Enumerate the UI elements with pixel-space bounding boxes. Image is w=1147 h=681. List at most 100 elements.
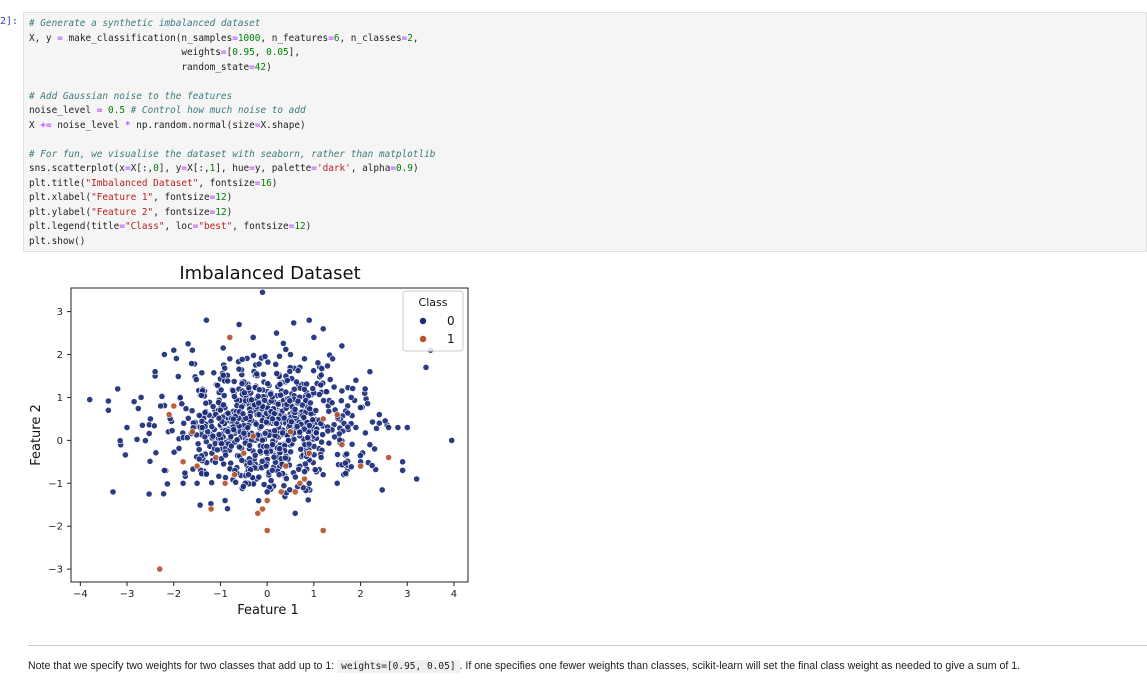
point-class-1 bbox=[221, 479, 229, 487]
point-class-0 bbox=[224, 409, 232, 417]
point-class-0 bbox=[214, 381, 221, 389]
point-class-0 bbox=[310, 367, 317, 375]
point-class-0 bbox=[176, 394, 184, 401]
point-class-0 bbox=[286, 368, 294, 375]
x-tick-label: −1 bbox=[213, 589, 228, 600]
point-class-0 bbox=[215, 431, 223, 438]
point-class-0 bbox=[277, 391, 284, 399]
code-line: random_state=42) bbox=[29, 61, 272, 73]
point-class-0 bbox=[245, 471, 252, 479]
point-class-0 bbox=[281, 454, 289, 462]
point-class-1 bbox=[193, 462, 201, 470]
code-line: plt.title("Imbalanced Dataset", fontsize… bbox=[29, 177, 278, 189]
point-class-1 bbox=[291, 488, 299, 496]
point-class-0 bbox=[275, 471, 283, 479]
point-class-0 bbox=[210, 369, 218, 377]
point-class-0 bbox=[201, 409, 209, 416]
point-class-0 bbox=[224, 505, 231, 513]
point-class-0 bbox=[222, 451, 229, 459]
code-line: plt.legend(title="Class", loc="best", fo… bbox=[29, 221, 312, 232]
point-class-0 bbox=[361, 429, 369, 437]
point-class-0 bbox=[116, 437, 124, 445]
point-class-0 bbox=[267, 477, 275, 484]
point-class-0 bbox=[348, 440, 356, 448]
point-class-0 bbox=[310, 334, 318, 341]
code-line: # Generate a synthetic imbalanced datase… bbox=[29, 18, 261, 29]
point-class-1 bbox=[188, 428, 196, 436]
point-class-0 bbox=[240, 429, 248, 437]
point-class-0 bbox=[230, 378, 238, 385]
code-line: # For fun, we visualise the dataset with… bbox=[29, 148, 436, 160]
x-tick-label: −4 bbox=[73, 589, 88, 600]
point-class-1 bbox=[179, 458, 187, 466]
point-class-0 bbox=[317, 453, 325, 461]
point-class-0 bbox=[105, 406, 112, 414]
point-class-0 bbox=[134, 405, 142, 412]
point-class-0 bbox=[291, 473, 299, 481]
cell-prompt: 2]: bbox=[0, 16, 19, 27]
point-class-0 bbox=[160, 466, 168, 474]
point-class-1 bbox=[385, 454, 392, 461]
point-class-1 bbox=[254, 509, 262, 517]
point-class-0 bbox=[294, 367, 302, 375]
point-class-0 bbox=[261, 429, 269, 437]
point-class-1 bbox=[259, 505, 266, 513]
point-class-0 bbox=[174, 373, 182, 380]
x-tick-label: 0 bbox=[264, 589, 270, 600]
code-cell[interactable]: # Generate a synthetic imbalanced datase… bbox=[23, 12, 1147, 252]
point-class-0 bbox=[202, 470, 210, 478]
point-class-0 bbox=[349, 385, 357, 392]
point-class-0 bbox=[283, 377, 291, 384]
point-class-0 bbox=[291, 509, 299, 517]
point-class-0 bbox=[202, 316, 210, 324]
point-class-0 bbox=[238, 356, 246, 363]
point-class-0 bbox=[224, 428, 232, 435]
x-axis-label: Feature 1 bbox=[237, 603, 299, 618]
point-class-0 bbox=[238, 456, 246, 464]
point-class-1 bbox=[301, 475, 308, 483]
point-class-0 bbox=[86, 396, 94, 403]
point-class-1 bbox=[357, 462, 364, 470]
point-class-0 bbox=[361, 385, 369, 393]
point-class-0 bbox=[298, 401, 306, 409]
point-class-0 bbox=[209, 432, 217, 440]
point-class-0 bbox=[179, 479, 187, 487]
point-class-0 bbox=[218, 440, 225, 448]
point-class-0 bbox=[287, 351, 294, 358]
point-class-0 bbox=[181, 469, 189, 477]
point-class-0 bbox=[219, 401, 227, 409]
code-line: weights=[0.95, 0.05], bbox=[29, 47, 300, 58]
point-class-0 bbox=[320, 397, 327, 404]
note-text-after: . If one specifies one fewer weights tha… bbox=[459, 660, 1021, 672]
point-class-0 bbox=[301, 468, 308, 476]
point-class-0 bbox=[297, 445, 305, 453]
point-class-0 bbox=[137, 393, 145, 401]
point-class-0 bbox=[293, 422, 301, 430]
point-class-0 bbox=[224, 377, 232, 385]
legend-marker-1 bbox=[419, 335, 427, 343]
point-class-0 bbox=[172, 355, 180, 362]
point-class-0 bbox=[268, 466, 276, 474]
point-class-0 bbox=[255, 473, 263, 481]
point-class-0 bbox=[352, 376, 360, 384]
point-class-0 bbox=[280, 414, 288, 422]
point-class-0 bbox=[123, 424, 131, 431]
point-class-0 bbox=[282, 475, 290, 483]
code-line: plt.xlabel("Feature 1", fontsize=12) bbox=[29, 192, 233, 203]
point-class-0 bbox=[208, 423, 216, 430]
point-class-0 bbox=[196, 501, 204, 509]
point-class-0 bbox=[219, 372, 227, 379]
point-class-1 bbox=[156, 565, 164, 573]
point-class-0 bbox=[413, 475, 420, 483]
point-class-1 bbox=[287, 428, 294, 436]
point-class-0 bbox=[150, 422, 158, 430]
legend-label-1: 1 bbox=[447, 332, 455, 346]
point-class-0 bbox=[312, 429, 320, 437]
point-class-0 bbox=[255, 360, 263, 368]
point-class-0 bbox=[342, 469, 350, 477]
code-editor[interactable]: # Generate a synthetic imbalanced datase… bbox=[24, 13, 1146, 249]
point-class-0 bbox=[273, 370, 281, 377]
point-class-0 bbox=[195, 455, 203, 463]
point-class-0 bbox=[262, 418, 270, 426]
point-class-0 bbox=[373, 424, 380, 432]
